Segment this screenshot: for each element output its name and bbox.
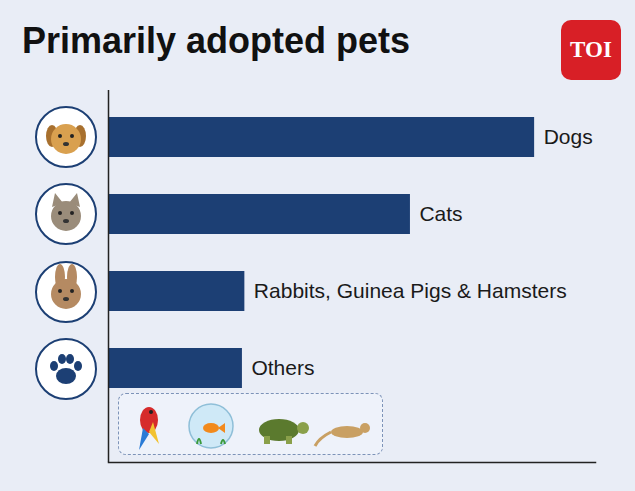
svg-text:Others: Others [251,356,314,379]
html-text:TOI: TOI [570,37,612,62]
svg-text:Rabbits, Guinea Pigs & Hamster: Rabbits, Guinea Pigs & Hamsters [254,279,567,302]
svg-text:Dogs: Dogs [544,125,593,148]
svg-text:Cats: Cats [419,202,462,225]
html-text:Primarily adopted pets: Primarily adopted pets [22,20,411,61]
